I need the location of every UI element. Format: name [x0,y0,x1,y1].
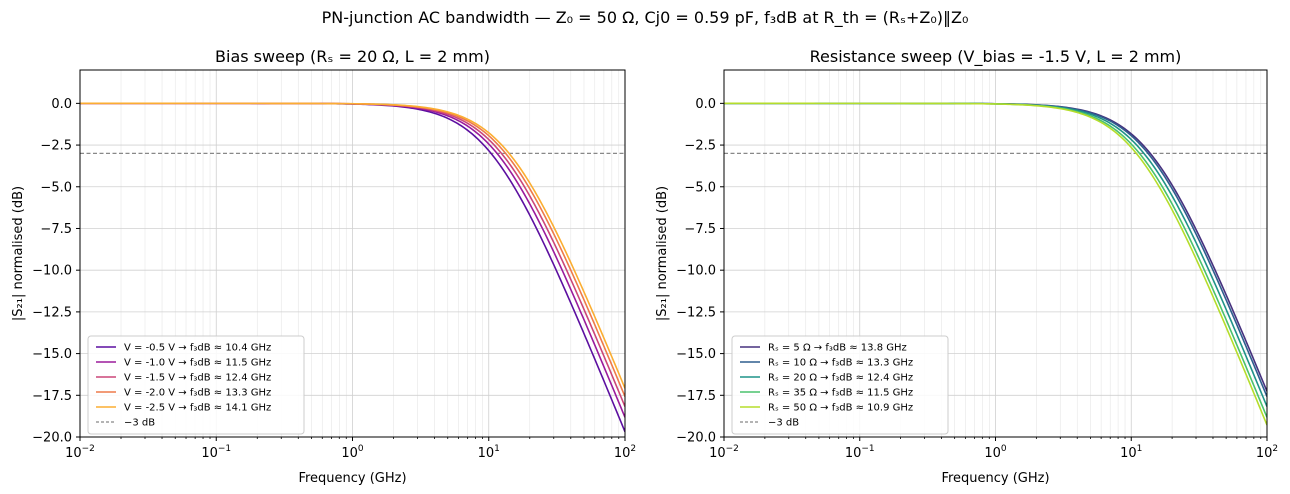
chart0-ytick-label: −20.0 [32,431,72,446]
chart1-ytick-label: −12.5 [676,305,716,320]
chart0-ytick-label: −2.5 [40,139,72,154]
chart1-xtick-label: 10−2 [709,444,739,461]
chart0-legend-label-2: V = -1.5 V → f₃dB ≈ 12.4 GHz [124,373,271,384]
chart1-ylabel: |S₂₁| normalised (dB) [655,186,670,321]
chart0-legend-label-0: V = -0.5 V → f₃dB ≈ 10.4 GHz [124,343,271,354]
chart0-ytick-label: 0.0 [51,97,72,112]
chart1-ytick-label: −20.0 [676,431,716,446]
chart0-legend-label-3: V = -2.0 V → f₃dB ≈ 13.3 GHz [124,388,271,399]
chart1-legend-label-3: Rₛ = 35 Ω → f₃dB ≈ 11.5 GHz [768,388,913,399]
chart1-legend-label-2: Rₛ = 20 Ω → f₃dB ≈ 12.4 GHz [768,373,913,384]
chart0-series-line-4 [80,102,625,389]
chart1-curves [724,102,1267,426]
chart0-legend-box [87,335,305,435]
chart0-title: Bias sweep (Rₛ = 20 Ω, L = 2 mm) [215,47,490,66]
chart0-xtick-label: 102 [614,444,636,461]
chart0-curves [80,102,625,433]
chart1-series-line-4 [724,102,1267,426]
chart1-ytick-label: 0.0 [695,97,716,112]
chart0-ytick-label: −7.5 [40,222,72,237]
chart1-ytick-label: −2.5 [684,139,716,154]
chart0-legend-label-5: −3 dB [124,418,155,429]
chart1-legend-label-5: −3 dB [768,418,799,429]
chart0-xtick-label: 10−2 [65,444,95,461]
panel-bias-sweep: 0.0 −2.5 −5.0 −7.5 −10.0 −12.5 −15.0 −17.5 −20.0… [11,47,636,486]
chart1-xtick-label: 10−1 [845,444,875,461]
chart1-xtick-label: 101 [1120,444,1142,461]
chart0-ytick-label: −5.0 [40,180,72,195]
chart1-xtick-label: 102 [1256,444,1278,461]
chart1-ytick-label: −5.0 [684,180,716,195]
chart0-legend-label-1: V = -1.0 V → f₃dB ≈ 11.5 GHz [124,358,271,369]
chart0-xtick-label: 10−1 [201,444,231,461]
chart1-ytick-label: −17.5 [676,389,716,404]
chart1-title: Resistance sweep (V_bias = -1.5 V, L = 2… [810,47,1182,67]
chart0-xtick-label: 100 [341,444,364,461]
chart0-ytick-label: −17.5 [32,389,72,404]
chart0-ytick-label: −15.0 [32,347,72,362]
panel-resistance-sweep: 0.0 −2.5 −5.0 −7.5 −10.0 −12.5 −15.0 −17.5 −20.0… [655,47,1278,486]
chart1-legend-label-1: Rₛ = 10 Ω → f₃dB ≈ 13.3 GHz [768,358,913,369]
chart1-legend-label-4: Rₛ = 50 Ω → f₃dB ≈ 10.9 GHz [768,403,913,414]
chart0-xlabel: Frequency (GHz) [298,471,406,486]
chart0-xtick-label: 101 [478,444,500,461]
chart0-ytick-label: −10.0 [32,264,72,279]
chart1-legend-label-0: Rₛ = 5 Ω → f₃dB ≈ 13.8 GHz [768,343,907,354]
chart1-xtick-label: 100 [984,444,1007,461]
chart1-ytick-label: −7.5 [684,222,716,237]
chart1-legend: Rₛ = 5 Ω → f₃dB ≈ 13.8 GHz Rₛ = 10 Ω → f₃… [731,335,949,435]
chart1-ytick-label: −15.0 [676,347,716,362]
chart0-legend: V = -0.5 V → f₃dB ≈ 10.4 GHz V = -1.0 V →… [87,335,305,435]
chart1-legend-box [731,335,949,435]
chart1-ytick-label: −10.0 [676,264,716,279]
chart0-ylabel: |S₂₁| normalised (dB) [11,186,26,321]
chart0-legend-label-4: V = -2.5 V → f₃dB ≈ 14.1 GHz [124,403,271,414]
figure-suptitle: PN-junction AC bandwidth — Z₀ = 50 Ω, Cj… [322,8,969,28]
chart1-xlabel: Frequency (GHz) [941,471,1049,486]
chart0-ytick-label: −12.5 [32,305,72,320]
